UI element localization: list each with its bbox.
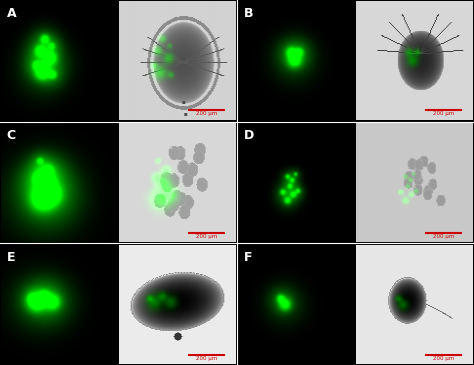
Text: A: A [7,7,17,20]
Text: 200 μm: 200 μm [433,356,455,361]
Text: F: F [244,251,252,264]
Text: C: C [7,129,16,142]
Text: E: E [7,251,15,264]
Text: D: D [244,129,254,142]
Text: 200 μm: 200 μm [433,234,455,238]
Text: 200 μm: 200 μm [433,111,455,116]
Text: 200 μm: 200 μm [196,234,218,238]
Text: 200 μm: 200 μm [196,111,218,116]
Text: B: B [244,7,253,20]
Text: 200 μm: 200 μm [196,356,218,361]
